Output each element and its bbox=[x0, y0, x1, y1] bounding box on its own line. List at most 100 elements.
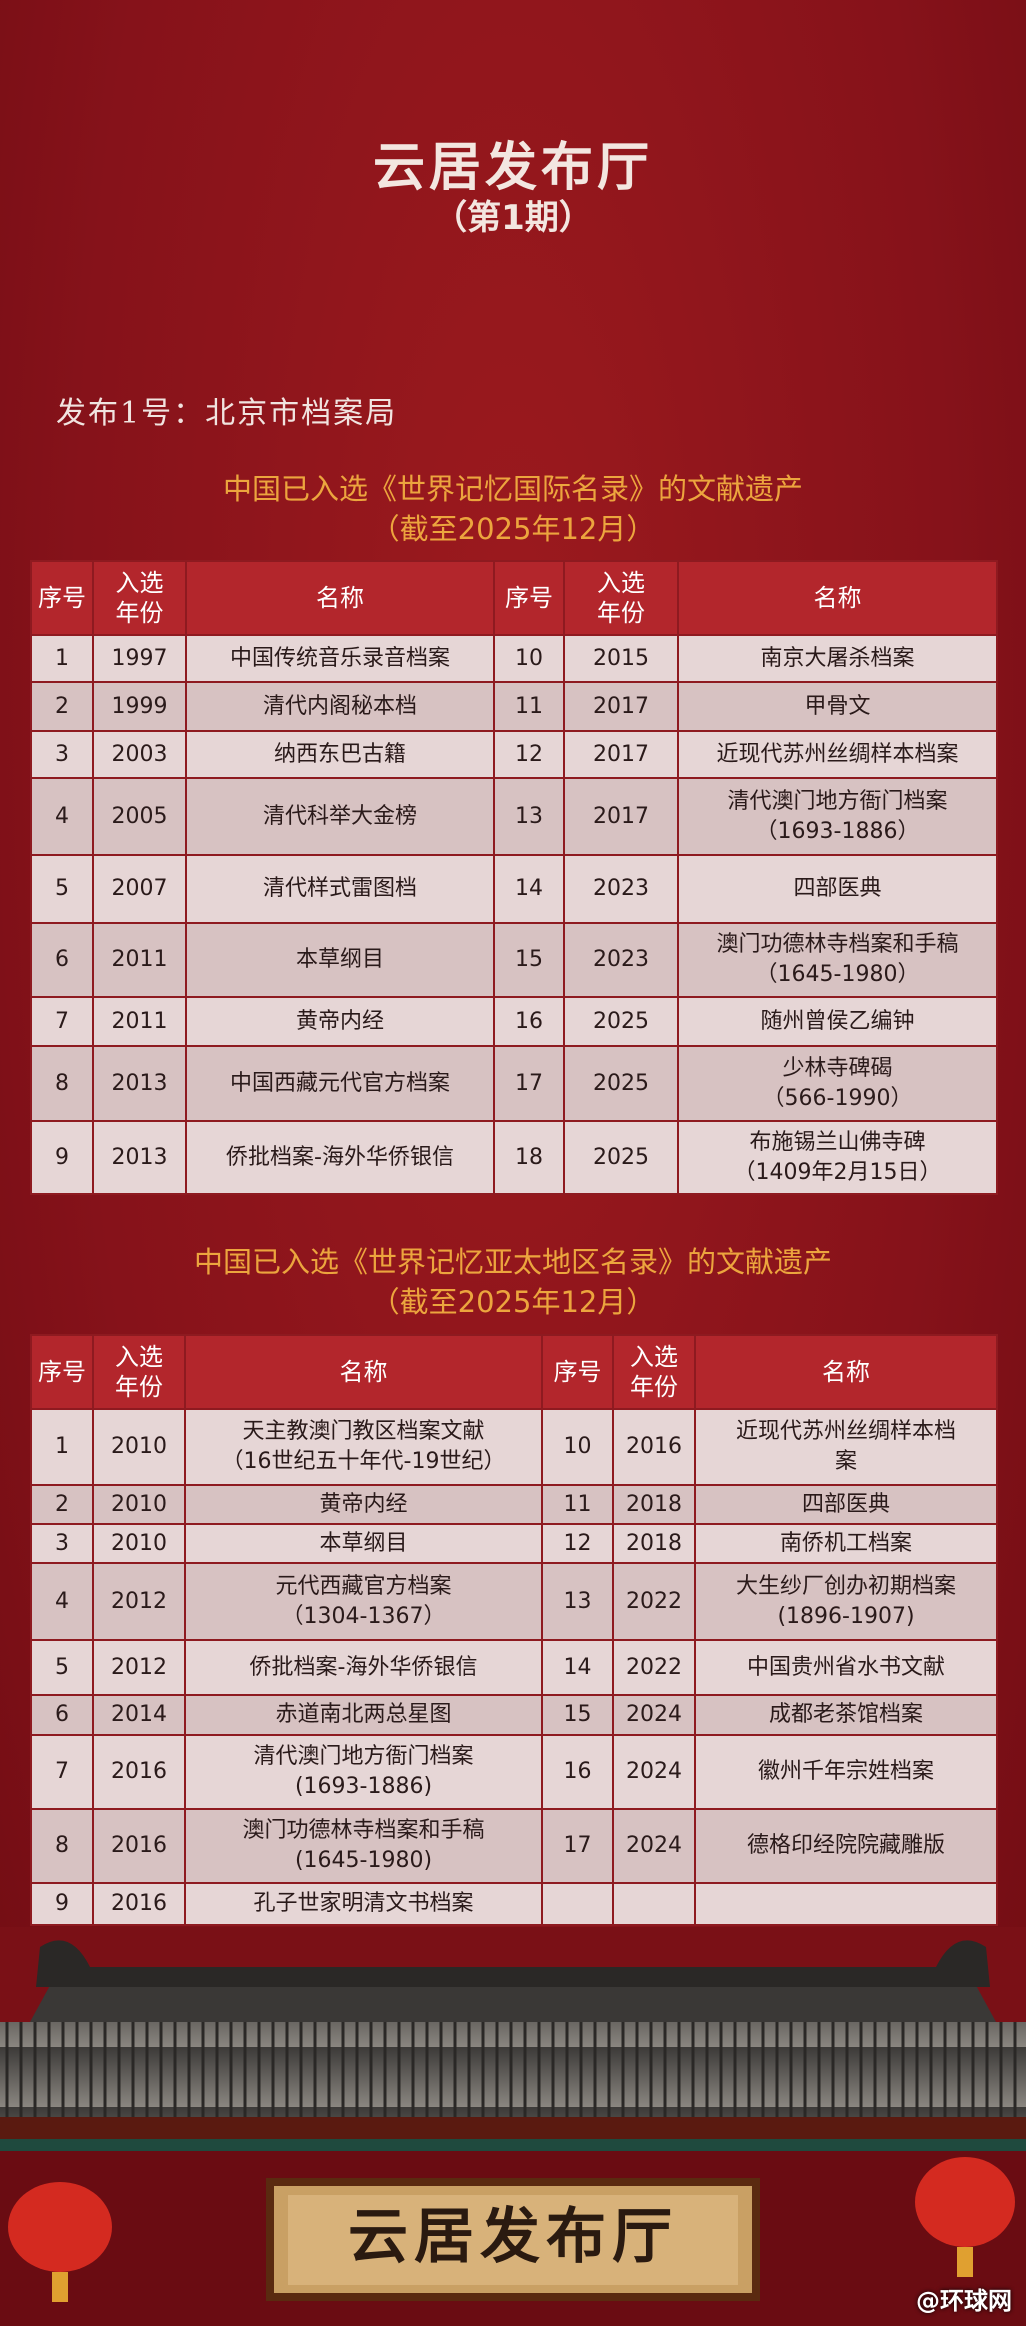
table-row: 7 2011 黄帝内经 16 2025 随州曾侯乙编钟 bbox=[30, 996, 998, 1047]
table-row: 5 2007 清代样式雷图档 14 2023 四部医典 bbox=[30, 854, 998, 924]
table-cell: 2016 bbox=[92, 1808, 186, 1884]
header-row: 序号 入选 年份 名称 序号 入选 年份 名称 bbox=[30, 560, 998, 636]
table-cell: 2024 bbox=[612, 1734, 696, 1810]
table-cell: 纳西东巴古籍 bbox=[185, 730, 495, 779]
table-row: 1 2010 天主教澳门教区档案文献 （16世纪五十年代-19世纪） 10 2016 近现… bbox=[30, 1408, 998, 1486]
table-cell: 随州曾侯乙编钟 bbox=[677, 996, 998, 1047]
table-cell: 2013 bbox=[92, 1045, 187, 1122]
table-row: 9 2016 孔子世家明清文书档案 bbox=[30, 1882, 998, 1926]
table-cell: 本草纲目 bbox=[185, 922, 495, 998]
table-cell: 少林寺碑碣 （566-1990） bbox=[677, 1045, 998, 1122]
table-cell: 2010 bbox=[92, 1484, 186, 1525]
table-cell: 侨批档案-海外华侨银信 bbox=[184, 1639, 543, 1696]
table-row: 3 2003 纳西东巴古籍 12 2017 近现代苏州丝绸样本档案 bbox=[30, 730, 998, 779]
table-cell: 3 bbox=[30, 730, 94, 779]
table-cell: 布施锡兰山佛寺碑 （1409年2月15日） bbox=[677, 1120, 998, 1195]
table-cell: 南侨机工档案 bbox=[694, 1523, 998, 1564]
table-cell: 清代样式雷图档 bbox=[185, 854, 495, 924]
table-cell: 2024 bbox=[612, 1808, 696, 1884]
table-cell: 1999 bbox=[92, 681, 187, 732]
table-cell: 南京大屠杀档案 bbox=[677, 634, 998, 683]
table-cell: 10 bbox=[493, 634, 565, 683]
table-cell: 7 bbox=[30, 1734, 94, 1810]
table-cell: 2011 bbox=[92, 922, 187, 998]
sign-text: 云居发布厅 bbox=[348, 2202, 678, 2272]
table: 序号 入选 年份 名称 序号 入选 年份 名称 1 1997 中国传统音乐录音档案 10 2015 南… bbox=[30, 560, 998, 1195]
empty-cell bbox=[694, 1882, 998, 1926]
table-cell: 近现代苏州丝绸样本档案 bbox=[677, 730, 998, 779]
table-cell: 2017 bbox=[563, 730, 679, 779]
table-row: 6 2011 本草纲目 15 2023 澳门功德林寺档案和手稿 （1645-1980） bbox=[30, 922, 998, 998]
table-cell: 序号 bbox=[30, 1334, 94, 1410]
table-cell: 2005 bbox=[92, 777, 187, 856]
table-row: 2 1999 清代内阁秘本档 11 2017 甲骨文 bbox=[30, 681, 998, 732]
table-cell: 清代科举大金榜 bbox=[185, 777, 495, 856]
table-cell: 2025 bbox=[563, 1045, 679, 1122]
table-cell: 徽州千年宗姓档案 bbox=[694, 1734, 998, 1810]
table-cell: 2010 bbox=[92, 1408, 186, 1486]
table-cell: 2016 bbox=[92, 1734, 186, 1810]
table-cell: 2017 bbox=[563, 777, 679, 856]
table-cell: 18 bbox=[493, 1120, 565, 1195]
table-cell: 赤道南北两总星图 bbox=[184, 1694, 543, 1736]
table-cell: 中国传统音乐录音档案 bbox=[185, 634, 495, 683]
table-cell: 成都老茶馆档案 bbox=[694, 1694, 998, 1736]
table-cell: 大生纱厂创办初期档案 (1896-1907) bbox=[694, 1562, 998, 1641]
table-cell: 清代澳门地方衙门档案 （1693-1886） bbox=[677, 777, 998, 856]
table-cell: 2007 bbox=[92, 854, 187, 924]
table-cell: 序号 bbox=[30, 560, 94, 636]
table-cell: 2016 bbox=[92, 1882, 186, 1926]
table-cell: 2023 bbox=[563, 922, 679, 998]
table-title: 中国已入选《世界记忆国际名录》的文献遗产 bbox=[222, 472, 803, 506]
table-row: 2 2010 黄帝内经 11 2018 四部医典 bbox=[30, 1484, 998, 1525]
table-cell: 本草纲目 bbox=[184, 1523, 543, 1564]
table-cell: 2018 bbox=[612, 1484, 696, 1525]
table-cell: 2023 bbox=[563, 854, 679, 924]
table-row: 3 2010 本草纲目 12 2018 南侨机工档案 bbox=[30, 1523, 998, 1564]
table-cell: 入选 年份 bbox=[612, 1334, 696, 1410]
table-cell: 入选 年份 bbox=[563, 560, 679, 636]
table-cell: 2 bbox=[30, 1484, 94, 1525]
table-row: 8 2013 中国西藏元代官方档案 17 2025 少林寺碑碣 （566-1990） bbox=[30, 1045, 998, 1122]
table-cell: 四部医典 bbox=[677, 854, 998, 924]
table-cell: 2015 bbox=[563, 634, 679, 683]
table-cell: 11 bbox=[493, 681, 565, 732]
table-row: 6 2014 赤道南北两总星图 15 2024 成都老茶馆档案 bbox=[30, 1694, 998, 1736]
table-cell: 甲骨文 bbox=[677, 681, 998, 732]
table-cell: 德格印经院院藏雕版 bbox=[694, 1808, 998, 1884]
table-cell: 4 bbox=[30, 1562, 94, 1641]
watermark: @环球网 bbox=[916, 2287, 1012, 2315]
table: 序号 入选 年份 名称 序号 入选 年份 名称 1 2010 天主教澳门教区档案文献 （16世纪… bbox=[30, 1334, 998, 1926]
table-cell: 15 bbox=[541, 1694, 614, 1736]
table-cell: 2010 bbox=[92, 1523, 186, 1564]
table-cell: 3 bbox=[30, 1523, 94, 1564]
table-cell: 元代西藏官方档案 （1304-1367） bbox=[184, 1562, 543, 1641]
table-cell: 8 bbox=[30, 1045, 94, 1122]
table-cell: 名称 bbox=[184, 1334, 543, 1410]
table-cell: 6 bbox=[30, 922, 94, 998]
table-cell: 9 bbox=[30, 1120, 94, 1195]
table-cell: 名称 bbox=[694, 1334, 998, 1410]
table-cell: 2018 bbox=[612, 1523, 696, 1564]
table-cell: 孔子世家明清文书档案 bbox=[184, 1882, 543, 1926]
table-cell: 序号 bbox=[493, 560, 565, 636]
table-cell: 14 bbox=[541, 1639, 614, 1696]
table-cell: 14 bbox=[493, 854, 565, 924]
table-cell: 12 bbox=[493, 730, 565, 779]
title: 云居发布厅 bbox=[372, 138, 653, 198]
table-cell: 5 bbox=[30, 1639, 94, 1696]
table-cell: 7 bbox=[30, 996, 94, 1047]
table-cell: 入选 年份 bbox=[92, 560, 187, 636]
table-cell: 16 bbox=[541, 1734, 614, 1810]
table-cell: 天主教澳门教区档案文献 （16世纪五十年代-19世纪） bbox=[184, 1408, 543, 1486]
table-cell: 侨批档案-海外华侨银信 bbox=[185, 1120, 495, 1195]
table-cell: 2003 bbox=[92, 730, 187, 779]
table-cell: 1 bbox=[30, 1408, 94, 1486]
table-cell: 澳门功德林寺档案和手稿 (1645-1980) bbox=[184, 1808, 543, 1884]
table-subtitle: （截至2025年12月） bbox=[370, 1285, 656, 1319]
table-row: 8 2016 澳门功德林寺档案和手稿 (1645-1980) 17 2024 德格印经院院… bbox=[30, 1808, 998, 1884]
table-cell: 12 bbox=[541, 1523, 614, 1564]
table-row: 1 1997 中国传统音乐录音档案 10 2015 南京大屠杀档案 bbox=[30, 634, 998, 683]
table-row: 9 2013 侨批档案-海外华侨银信 18 2025 布施锡兰山佛寺碑 （1409年2月1… bbox=[30, 1120, 998, 1195]
